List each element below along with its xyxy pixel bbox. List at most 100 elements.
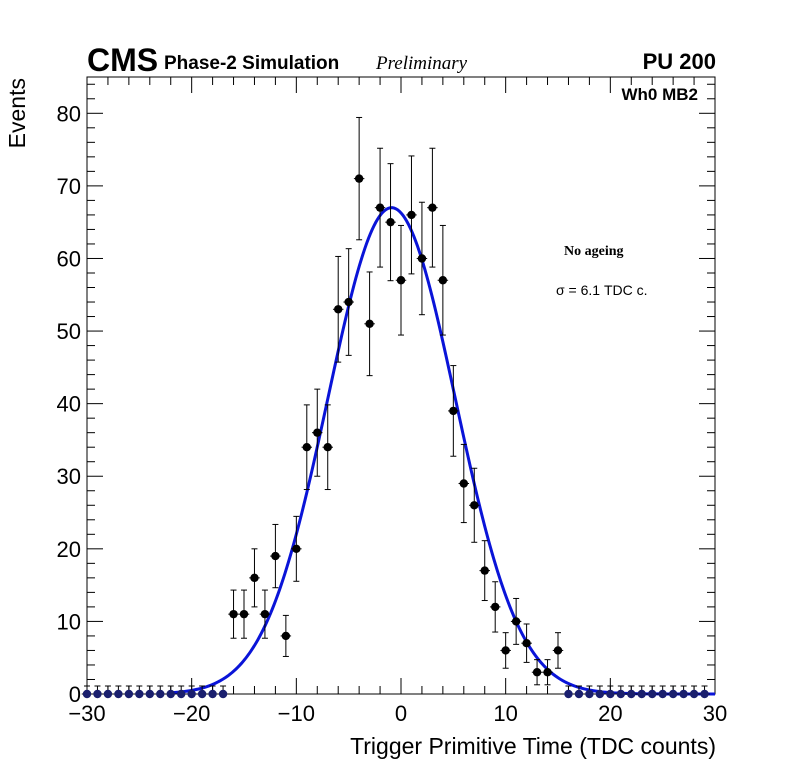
- data-marker: [668, 689, 678, 699]
- data-point: [123, 685, 135, 699]
- data-marker: [82, 689, 92, 699]
- data-point: [678, 685, 689, 699]
- data-point: [92, 685, 103, 699]
- data-marker: [700, 689, 709, 699]
- y-tick-label: 40: [57, 392, 81, 417]
- data-marker: [156, 689, 165, 699]
- preliminary-label: Preliminary: [375, 53, 468, 74]
- data-point: [667, 685, 679, 699]
- data-point: [155, 685, 166, 699]
- data-point: [186, 685, 197, 699]
- pileup-label: PU 200: [643, 49, 716, 74]
- data-point: [688, 685, 700, 699]
- data-point: [406, 155, 417, 275]
- x-tick-label: 0: [395, 701, 407, 726]
- x-axis: −30 −20 −10 0 10 20 30: [68, 77, 727, 726]
- data-point: [552, 632, 564, 669]
- data-marker: [543, 668, 552, 677]
- y-tick-label: 10: [57, 609, 81, 634]
- data-marker: [501, 646, 510, 655]
- data-marker: [428, 203, 437, 212]
- plot-frame: [86, 76, 716, 695]
- x-tick-label: −20: [173, 701, 210, 726]
- data-marker: [491, 602, 500, 612]
- data-point: [657, 685, 668, 699]
- data-point: [427, 147, 438, 268]
- data-marker: [459, 479, 468, 488]
- data-point: [594, 685, 606, 699]
- data-marker: [302, 443, 311, 452]
- data-point: [437, 224, 449, 336]
- data-point: [374, 147, 386, 268]
- y-tick-label: 80: [57, 101, 81, 126]
- data-marker: [449, 406, 458, 416]
- phase2-simulation-label: Phase-2 Simulation: [164, 53, 339, 74]
- data-marker: [344, 297, 353, 307]
- data-point: [259, 589, 271, 639]
- data-marker: [658, 689, 667, 699]
- data-point: [510, 597, 522, 645]
- data-point: [364, 271, 375, 377]
- data-marker: [271, 551, 280, 561]
- data-marker: [396, 276, 406, 285]
- data-marker: [417, 254, 427, 263]
- data-point: [207, 685, 218, 699]
- data-marker: [616, 689, 625, 699]
- data-point: [563, 685, 574, 699]
- x-tick-label: 10: [493, 701, 517, 726]
- data-point: [489, 581, 501, 633]
- data-marker: [480, 566, 489, 575]
- data-point: [521, 623, 532, 663]
- region-label: Wh0 MB2: [622, 85, 699, 104]
- data-marker: [250, 573, 259, 583]
- no-ageing-label: No ageing: [564, 244, 624, 259]
- data-point: [144, 685, 156, 699]
- data-marker: [334, 305, 343, 314]
- y-tick-label: 50: [57, 319, 81, 344]
- data-marker: [606, 689, 615, 699]
- data-marker: [375, 203, 385, 212]
- y-tick-label: 20: [57, 537, 81, 562]
- cms-label: CMS: [87, 42, 158, 78]
- data-point: [458, 443, 470, 524]
- data-marker: [197, 689, 207, 699]
- data-point: [531, 659, 543, 686]
- data-point: [584, 685, 595, 699]
- data-points: [81, 116, 710, 699]
- data-point: [217, 685, 229, 699]
- data-point: [646, 685, 658, 699]
- data-point: [626, 685, 637, 699]
- data-marker: [124, 689, 134, 699]
- data-marker: [187, 689, 196, 699]
- data-point: [636, 685, 647, 699]
- data-point: [332, 255, 344, 363]
- y-tick-label: 30: [57, 464, 81, 489]
- data-marker: [689, 689, 699, 699]
- y-tick-label: 60: [57, 246, 81, 271]
- data-point: [228, 589, 239, 639]
- data-marker: [281, 631, 291, 641]
- data-point: [270, 523, 281, 589]
- data-marker: [166, 689, 175, 699]
- data-point: [605, 685, 616, 699]
- data-marker: [564, 689, 573, 699]
- data-point: [542, 659, 553, 686]
- data-point: [416, 201, 428, 316]
- x-tick-label: 20: [598, 701, 622, 726]
- data-point: [113, 685, 124, 699]
- data-point: [301, 404, 313, 491]
- data-point: [312, 388, 323, 477]
- x-tick-label: 30: [703, 701, 727, 726]
- data-point: [249, 548, 260, 608]
- sigma-label: σ = 6.1 TDC c.: [556, 282, 648, 298]
- data-marker: [93, 689, 102, 699]
- data-point: [479, 540, 490, 602]
- data-marker: [323, 443, 332, 452]
- data-point: [448, 365, 459, 457]
- data-marker: [532, 668, 542, 677]
- data-point: [238, 589, 250, 639]
- data-marker: [637, 689, 646, 699]
- data-marker: [679, 689, 688, 699]
- data-point: [81, 685, 93, 699]
